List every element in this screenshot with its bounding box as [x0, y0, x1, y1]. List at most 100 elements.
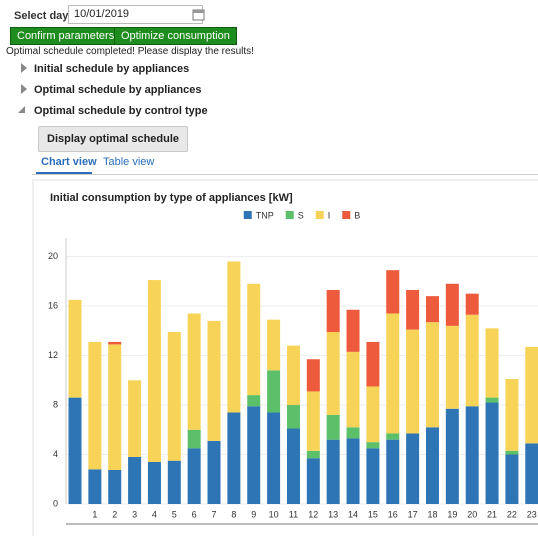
bar-segment — [465, 406, 479, 504]
bar-segment — [326, 289, 340, 333]
x-tick-label: 22 — [507, 509, 517, 519]
bar-segment — [425, 296, 439, 323]
x-tick-label: 9 — [251, 509, 256, 519]
bar-segment — [425, 322, 439, 428]
x-tick-label: 3 — [132, 509, 137, 519]
bar-segment — [207, 440, 221, 504]
display-button[interactable]: Display optimal schedule — [38, 126, 189, 152]
expanded-icon[interactable] — [17, 105, 27, 115]
bar-segment — [167, 332, 181, 461]
confirm-button[interactable]: Confirm parameters — [10, 27, 122, 45]
x-tick-label: 19 — [447, 509, 457, 519]
bar-segment — [386, 433, 400, 440]
bar-segment — [445, 325, 459, 409]
x-tick-label: 8 — [231, 509, 236, 519]
bar-segment — [366, 341, 380, 387]
y-tick-label: 12 — [48, 350, 58, 360]
bar-segment — [207, 320, 221, 441]
bar-segment — [68, 397, 82, 504]
bar-segment — [425, 427, 439, 504]
bar-segment — [366, 386, 380, 443]
bar-segment — [525, 346, 538, 444]
x-tick-label: 2 — [112, 509, 117, 519]
bar-segment — [247, 283, 261, 396]
legend-label: S — [298, 210, 304, 220]
bar-segment — [346, 438, 360, 504]
section-header[interactable]: Initial schedule by appliances — [34, 63, 190, 75]
bar-segment — [227, 412, 241, 504]
bar-segment — [445, 408, 459, 504]
legend-swatch — [342, 211, 351, 219]
bar-segment — [525, 443, 538, 504]
bar-segment — [68, 299, 82, 398]
x-tick-label: 23 — [527, 509, 537, 519]
bar-segment — [128, 380, 142, 457]
legend-swatch — [315, 211, 324, 219]
bar-segment — [406, 329, 420, 434]
tab-divider — [32, 174, 538, 175]
date-input[interactable]: 10/01/2019 — [68, 5, 203, 24]
bar-segment — [346, 309, 360, 352]
bar-segment — [386, 270, 400, 314]
bar-segment — [286, 405, 300, 429]
bar-segment — [147, 461, 161, 504]
bar-segment — [286, 428, 300, 504]
section-header[interactable]: Optimal schedule by appliances — [34, 84, 202, 96]
legend-label: I — [328, 210, 331, 220]
bar-segment — [386, 313, 400, 434]
x-tick-label: 5 — [172, 509, 177, 519]
x-tick-label: 17 — [408, 509, 418, 519]
bar-segment — [167, 460, 181, 504]
bar-segment — [88, 341, 102, 470]
bar-segment — [128, 456, 142, 504]
x-tick-label: 16 — [388, 509, 398, 519]
bar-segment — [505, 454, 519, 504]
bar-segment — [267, 370, 281, 413]
bar-segment — [406, 433, 420, 504]
x-tick-label: 1 — [92, 509, 97, 519]
x-tick-label: 13 — [328, 509, 338, 519]
tab[interactable]: Table view — [103, 156, 155, 168]
section-header[interactable]: Optimal schedule by control type — [34, 105, 208, 117]
bar-segment — [306, 391, 320, 451]
bar-segment — [326, 439, 340, 504]
bar-segment — [346, 351, 360, 428]
legend-label: B — [354, 210, 360, 220]
calendar-icon[interactable] — [192, 7, 206, 21]
bar-segment — [505, 379, 519, 451]
x-tick-label: 12 — [308, 509, 318, 519]
x-tick-label: 6 — [192, 509, 197, 519]
legend-label: TNP — [256, 210, 274, 220]
legend-swatch — [285, 211, 294, 219]
y-tick-label: 16 — [48, 300, 58, 310]
date-label: Select day: — [14, 10, 73, 22]
bar-segment — [326, 414, 340, 440]
collapsed-icon[interactable] — [21, 63, 27, 73]
bar-segment — [147, 280, 161, 462]
tab-active[interactable]: Chart view — [41, 156, 97, 168]
x-tick-label: 7 — [212, 509, 217, 519]
x-tick-label: 20 — [467, 509, 477, 519]
bar-segment — [485, 328, 499, 398]
bar-segment — [485, 397, 499, 403]
bar-segment — [247, 406, 261, 504]
bar-segment — [306, 458, 320, 504]
bar-segment — [465, 293, 479, 315]
bar-segment — [406, 289, 420, 330]
bar-segment — [187, 429, 201, 449]
tab-underline — [36, 172, 92, 174]
bar-segment — [346, 427, 360, 439]
bar-segment — [108, 469, 122, 504]
x-tick-label: 21 — [487, 509, 497, 519]
bar-segment — [465, 314, 479, 407]
chart-frame — [32, 179, 538, 536]
y-tick-label: 20 — [48, 251, 58, 261]
bar-segment — [505, 450, 519, 455]
collapsed-icon[interactable] — [21, 84, 27, 94]
optimize-button[interactable]: Optimize consumption — [114, 27, 237, 45]
bar-segment — [485, 402, 499, 504]
bar-segment — [267, 412, 281, 504]
y-tick-label: 0 — [53, 498, 58, 508]
